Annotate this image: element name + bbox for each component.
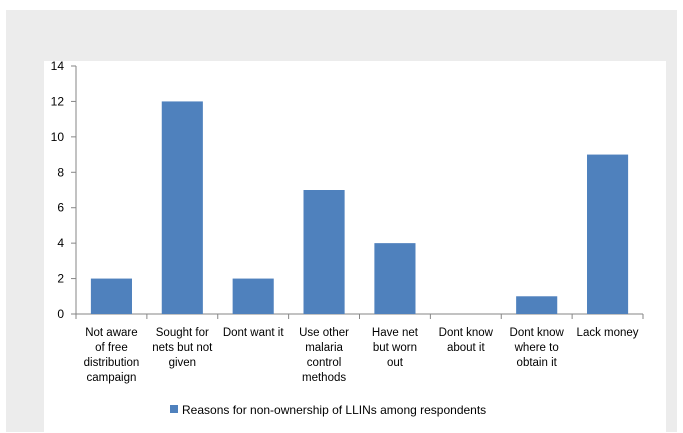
bar [374, 243, 416, 314]
bar [232, 278, 274, 314]
bars [90, 101, 629, 314]
bar [161, 101, 203, 314]
bar [303, 190, 345, 314]
y-tick-label: 0 [57, 307, 64, 321]
category-labels: Not aware of free distribution campaign Soug… [84, 327, 639, 384]
category-label: Dont want it [223, 327, 285, 339]
bar [587, 154, 629, 314]
figure-frame [6, 10, 677, 433]
y-tick-label: 10 [51, 130, 65, 144]
bar [90, 278, 132, 314]
chart-card [44, 61, 666, 433]
legend: Reasons for non-ownership of LLINs among… [170, 403, 486, 417]
category-label: Lack money [577, 327, 639, 339]
legend-label: Reasons for non-ownership of LLINs among… [182, 403, 486, 417]
category-label: Dont know about it [439, 327, 494, 354]
y-tick-label: 14 [51, 59, 65, 73]
legend-swatch [170, 405, 178, 413]
y-tick-label: 6 [57, 201, 64, 215]
category-label: Dont know where to obtain it [510, 327, 565, 369]
category-label: Have net but worn out [372, 327, 419, 369]
y-tick-label: 2 [57, 272, 64, 286]
y-tick-label: 12 [51, 94, 65, 108]
category-label: Use other malaria control methods [299, 327, 349, 384]
bar [516, 296, 558, 314]
category-label: Not aware of free distribution campaign [84, 327, 140, 384]
x-axis [75, 313, 644, 319]
category-label: Sought for nets but not given [152, 327, 213, 369]
y-tick-label: 4 [57, 236, 64, 250]
y-tick-label: 8 [57, 165, 64, 179]
y-axis: 0 2 4 6 8 10 12 14 [51, 59, 77, 321]
